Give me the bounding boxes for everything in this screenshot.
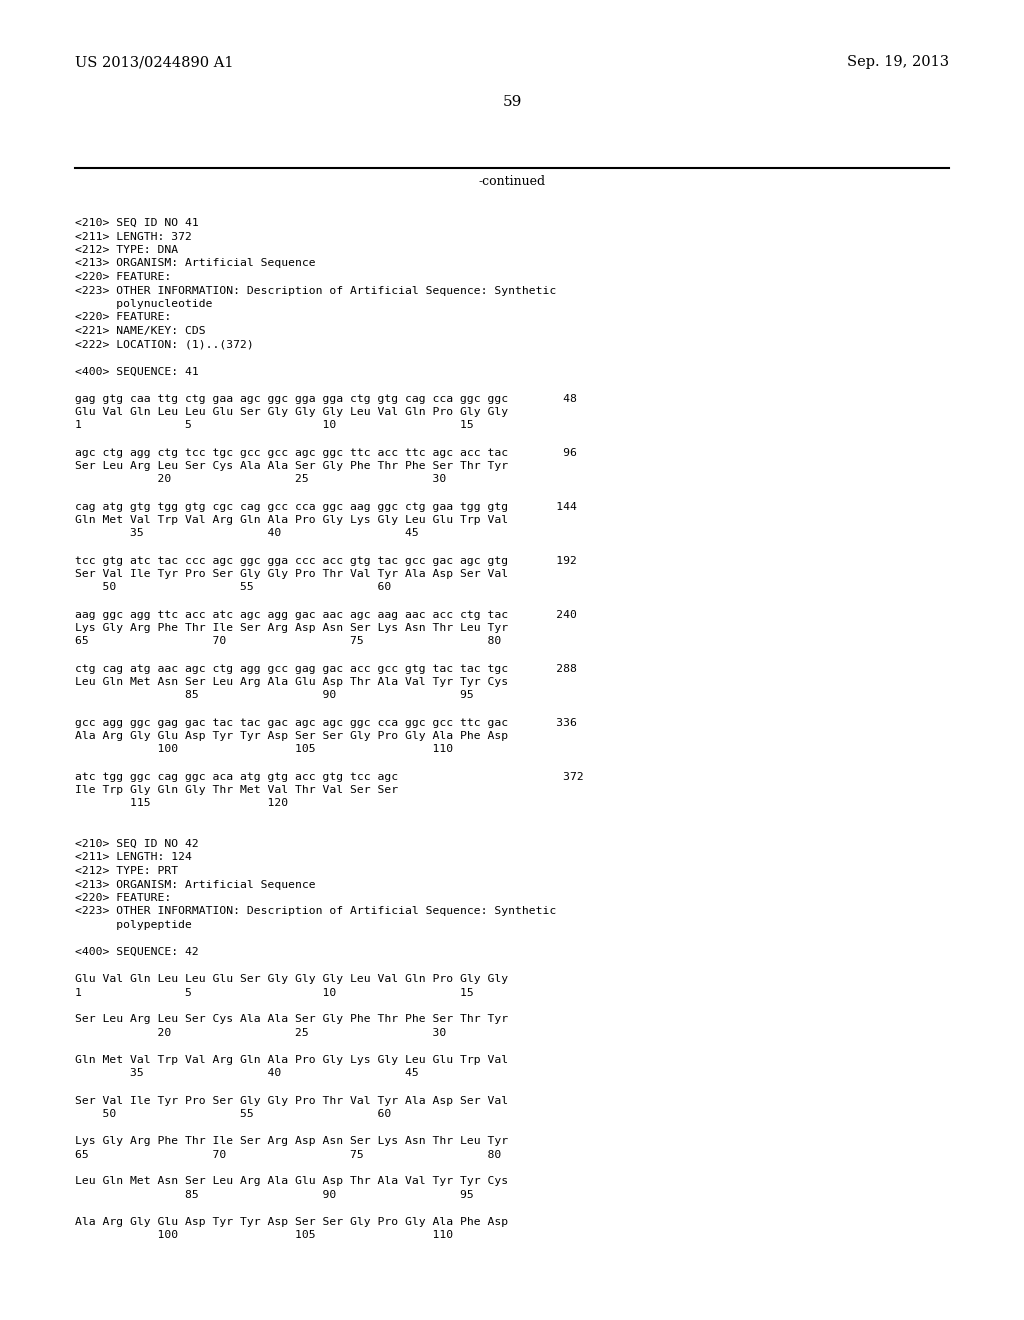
Text: Ala Arg Gly Glu Asp Tyr Tyr Asp Ser Ser Gly Pro Gly Ala Phe Asp: Ala Arg Gly Glu Asp Tyr Tyr Asp Ser Ser … — [75, 731, 508, 741]
Text: 1               5                   10                  15: 1 5 10 15 — [75, 987, 474, 998]
Text: <400> SEQUENCE: 42: <400> SEQUENCE: 42 — [75, 946, 199, 957]
Text: 100                 105                 110: 100 105 110 — [75, 744, 454, 755]
Text: Sep. 19, 2013: Sep. 19, 2013 — [847, 55, 949, 69]
Text: tcc gtg atc tac ccc agc ggc gga ccc acc gtg tac gcc gac agc gtg       192: tcc gtg atc tac ccc agc ggc gga ccc acc … — [75, 556, 577, 565]
Text: Ser Leu Arg Leu Ser Cys Ala Ala Ser Gly Phe Thr Phe Ser Thr Tyr: Ser Leu Arg Leu Ser Cys Ala Ala Ser Gly … — [75, 1015, 508, 1024]
Text: Lys Gly Arg Phe Thr Ile Ser Arg Asp Asn Ser Lys Asn Thr Leu Tyr: Lys Gly Arg Phe Thr Ile Ser Arg Asp Asn … — [75, 623, 508, 634]
Text: 65                  70                  75                  80: 65 70 75 80 — [75, 1150, 502, 1159]
Text: Glu Val Gln Leu Leu Glu Ser Gly Gly Gly Leu Val Gln Pro Gly Gly: Glu Val Gln Leu Leu Glu Ser Gly Gly Gly … — [75, 974, 508, 983]
Text: -continued: -continued — [478, 176, 546, 187]
Text: <213> ORGANISM: Artificial Sequence: <213> ORGANISM: Artificial Sequence — [75, 259, 315, 268]
Text: Glu Val Gln Leu Leu Glu Ser Gly Gly Gly Leu Val Gln Pro Gly Gly: Glu Val Gln Leu Leu Glu Ser Gly Gly Gly … — [75, 407, 508, 417]
Text: 65                  70                  75                  80: 65 70 75 80 — [75, 636, 502, 647]
Text: 35                  40                  45: 35 40 45 — [75, 528, 419, 539]
Text: gag gtg caa ttg ctg gaa agc ggc gga gga ctg gtg cag cca ggc ggc        48: gag gtg caa ttg ctg gaa agc ggc gga gga … — [75, 393, 577, 404]
Text: <220> FEATURE:: <220> FEATURE: — [75, 313, 171, 322]
Text: gcc agg ggc gag gac tac tac gac agc agc ggc cca ggc gcc ttc gac       336: gcc agg ggc gag gac tac tac gac agc agc … — [75, 718, 577, 727]
Text: 100                 105                 110: 100 105 110 — [75, 1230, 454, 1241]
Text: Leu Gln Met Asn Ser Leu Arg Ala Glu Asp Thr Ala Val Tyr Tyr Cys: Leu Gln Met Asn Ser Leu Arg Ala Glu Asp … — [75, 677, 508, 686]
Text: 85                  90                  95: 85 90 95 — [75, 690, 474, 701]
Text: <220> FEATURE:: <220> FEATURE: — [75, 272, 171, 282]
Text: 115                 120: 115 120 — [75, 799, 288, 808]
Text: <220> FEATURE:: <220> FEATURE: — [75, 894, 171, 903]
Text: <210> SEQ ID NO 41: <210> SEQ ID NO 41 — [75, 218, 199, 228]
Text: atc tgg ggc cag ggc aca atg gtg acc gtg tcc agc                        372: atc tgg ggc cag ggc aca atg gtg acc gtg … — [75, 771, 584, 781]
Text: <223> OTHER INFORMATION: Description of Artificial Sequence: Synthetic: <223> OTHER INFORMATION: Description of … — [75, 285, 556, 296]
Text: Ala Arg Gly Glu Asp Tyr Tyr Asp Ser Ser Gly Pro Gly Ala Phe Asp: Ala Arg Gly Glu Asp Tyr Tyr Asp Ser Ser … — [75, 1217, 508, 1228]
Text: <211> LENGTH: 372: <211> LENGTH: 372 — [75, 231, 191, 242]
Text: Ile Trp Gly Gln Gly Thr Met Val Thr Val Ser Ser: Ile Trp Gly Gln Gly Thr Met Val Thr Val … — [75, 785, 398, 795]
Text: agc ctg agg ctg tcc tgc gcc gcc agc ggc ttc acc ttc agc acc tac        96: agc ctg agg ctg tcc tgc gcc gcc agc ggc … — [75, 447, 577, 458]
Text: 50                  55                  60: 50 55 60 — [75, 582, 391, 593]
Text: Leu Gln Met Asn Ser Leu Arg Ala Glu Asp Thr Ala Val Tyr Tyr Cys: Leu Gln Met Asn Ser Leu Arg Ala Glu Asp … — [75, 1176, 508, 1187]
Text: polynucleotide: polynucleotide — [75, 300, 213, 309]
Text: Gln Met Val Trp Val Arg Gln Ala Pro Gly Lys Gly Leu Glu Trp Val: Gln Met Val Trp Val Arg Gln Ala Pro Gly … — [75, 1055, 508, 1065]
Text: 20                  25                  30: 20 25 30 — [75, 474, 446, 484]
Text: <210> SEQ ID NO 42: <210> SEQ ID NO 42 — [75, 840, 199, 849]
Text: Lys Gly Arg Phe Thr Ile Ser Arg Asp Asn Ser Lys Asn Thr Leu Tyr: Lys Gly Arg Phe Thr Ile Ser Arg Asp Asn … — [75, 1137, 508, 1146]
Text: <213> ORGANISM: Artificial Sequence: <213> ORGANISM: Artificial Sequence — [75, 879, 315, 890]
Text: <211> LENGTH: 124: <211> LENGTH: 124 — [75, 853, 191, 862]
Text: <212> TYPE: DNA: <212> TYPE: DNA — [75, 246, 178, 255]
Text: 35                  40                  45: 35 40 45 — [75, 1068, 419, 1078]
Text: Ser Val Ile Tyr Pro Ser Gly Gly Pro Thr Val Tyr Ala Asp Ser Val: Ser Val Ile Tyr Pro Ser Gly Gly Pro Thr … — [75, 569, 508, 579]
Text: US 2013/0244890 A1: US 2013/0244890 A1 — [75, 55, 233, 69]
Text: polypeptide: polypeptide — [75, 920, 191, 931]
Text: ctg cag atg aac agc ctg agg gcc gag gac acc gcc gtg tac tac tgc       288: ctg cag atg aac agc ctg agg gcc gag gac … — [75, 664, 577, 673]
Text: 20                  25                  30: 20 25 30 — [75, 1028, 446, 1038]
Text: Gln Met Val Trp Val Arg Gln Ala Pro Gly Lys Gly Leu Glu Trp Val: Gln Met Val Trp Val Arg Gln Ala Pro Gly … — [75, 515, 508, 525]
Text: <221> NAME/KEY: CDS: <221> NAME/KEY: CDS — [75, 326, 206, 337]
Text: cag atg gtg tgg gtg cgc cag gcc cca ggc aag ggc ctg gaa tgg gtg       144: cag atg gtg tgg gtg cgc cag gcc cca ggc … — [75, 502, 577, 511]
Text: aag ggc agg ttc acc atc agc agg gac aac agc aag aac acc ctg tac       240: aag ggc agg ttc acc atc agc agg gac aac … — [75, 610, 577, 619]
Text: <223> OTHER INFORMATION: Description of Artificial Sequence: Synthetic: <223> OTHER INFORMATION: Description of … — [75, 907, 556, 916]
Text: Ser Leu Arg Leu Ser Cys Ala Ala Ser Gly Phe Thr Phe Ser Thr Tyr: Ser Leu Arg Leu Ser Cys Ala Ala Ser Gly … — [75, 461, 508, 471]
Text: 59: 59 — [503, 95, 521, 110]
Text: <400> SEQUENCE: 41: <400> SEQUENCE: 41 — [75, 367, 199, 376]
Text: 85                  90                  95: 85 90 95 — [75, 1191, 474, 1200]
Text: <212> TYPE: PRT: <212> TYPE: PRT — [75, 866, 178, 876]
Text: <222> LOCATION: (1)..(372): <222> LOCATION: (1)..(372) — [75, 339, 254, 350]
Text: Ser Val Ile Tyr Pro Ser Gly Gly Pro Thr Val Tyr Ala Asp Ser Val: Ser Val Ile Tyr Pro Ser Gly Gly Pro Thr … — [75, 1096, 508, 1106]
Text: 1               5                   10                  15: 1 5 10 15 — [75, 421, 474, 430]
Text: 50                  55                  60: 50 55 60 — [75, 1109, 391, 1119]
